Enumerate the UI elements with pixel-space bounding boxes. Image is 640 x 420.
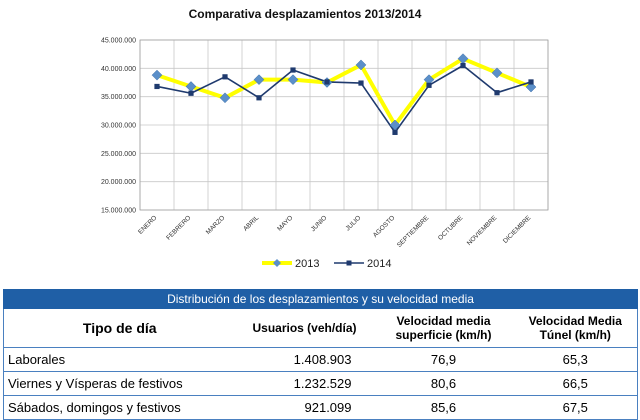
y-tick-label: 45.000.000	[101, 38, 136, 45]
table-caption-row: Distribución de los desplazamientos y su…	[2, 289, 639, 309]
x-tick-label: JULIO	[344, 214, 362, 232]
data-point-2014	[290, 67, 296, 73]
x-tick-labels: ENERO FEBRERO MARZO ABRIL MAYO JUNIO JULIO AGOS…	[137, 214, 533, 249]
data-point-2013	[491, 67, 503, 79]
y-tick-labels: 15.000.000 20.000.000 25.000.000 30.000.000…	[101, 38, 136, 215]
cell-velocidad-superficie: 76,9	[373, 347, 514, 372]
plot-frame	[139, 39, 549, 211]
y-tick-label: 40.000.000	[101, 66, 136, 73]
chart-title: Comparativa desplazamientos 2013/2014	[189, 7, 422, 21]
data-point-2014	[528, 79, 534, 85]
data-point-2014	[460, 62, 466, 69]
legend: 2013 2014	[262, 258, 391, 270]
x-tick-label: SEPTIEMBRE	[396, 214, 431, 249]
cell-tipo-dia: Viernes y Vísperas de festivos	[3, 371, 236, 396]
x-tick-label: NOVIEMBRE	[466, 214, 499, 247]
header-tipo-dia: Tipo de día	[3, 308, 236, 348]
table-row: Viernes y Vísperas de festivos 1.232.529…	[3, 371, 638, 396]
axes	[139, 39, 549, 211]
distribution-table: Distribución de los desplazamientos y su…	[2, 289, 639, 420]
x-tick-label: DICIEMBRE	[502, 214, 533, 245]
legend-label-2014: 2014	[367, 258, 391, 270]
cell-velocidad-superficie: 85,6	[373, 395, 514, 420]
data-point-2014	[256, 95, 262, 101]
cell-tipo-dia: Laborales	[3, 347, 236, 372]
data-point-2014	[222, 74, 228, 80]
cell-velocidad-tunel: 65,3	[513, 347, 638, 372]
x-tick-label: JUNIO	[310, 214, 329, 233]
legend-label-2013: 2013	[295, 258, 319, 270]
data-point-2014	[358, 80, 364, 86]
y-tick-label: 35.000.000	[101, 94, 136, 101]
x-tick-label: FEBRERO	[165, 214, 192, 241]
data-point-2014	[426, 82, 432, 88]
data-point-2014	[392, 129, 398, 135]
data-point-2013	[253, 74, 265, 86]
y-tick-label: 30.000.000	[101, 123, 136, 130]
data-point-2013	[355, 59, 367, 71]
legend-marker-2014	[346, 260, 352, 266]
line-chart: Comparativa desplazamientos 2013/2014 15…	[101, 7, 549, 270]
data-point-2014	[154, 83, 160, 90]
x-tick-label: OCTUBRE	[437, 214, 465, 242]
legend-marker-2013	[273, 259, 281, 267]
cell-usuarios: 1.232.529	[235, 371, 374, 396]
data-point-2013	[219, 92, 231, 104]
gridlines	[139, 39, 549, 211]
y-tick-label: 20.000.000	[101, 179, 136, 186]
cell-tipo-dia: Sábados, domingos y festivos	[3, 395, 236, 420]
series-lines	[151, 53, 537, 135]
data-point-2013	[185, 81, 197, 92]
cell-velocidad-tunel: 67,5	[513, 395, 638, 420]
y-tick-label: 25.000.000	[101, 151, 136, 158]
cell-usuarios: 1.408.903	[235, 347, 374, 372]
x-tick-label: MARZO	[205, 214, 227, 236]
cell-usuarios: 921.099	[235, 395, 374, 420]
table-header-row: Tipo de día Usuarios (veh/día) Velocidad…	[3, 308, 638, 348]
header-usuarios: Usuarios (veh/día)	[235, 308, 374, 348]
x-tick-label: ABRIL	[242, 214, 261, 233]
distribution-table-container: Distribución de los desplazamientos y su…	[2, 289, 639, 420]
chart-svg: Comparativa desplazamientos 2013/2014 15…	[101, 7, 549, 270]
data-point-2014	[324, 79, 330, 85]
table-row: Sábados, domingos y festivos 921.099 85,…	[3, 395, 638, 420]
data-point-2014	[188, 90, 194, 96]
series-line-2013	[156, 56, 532, 127]
cell-velocidad-superficie: 80,6	[373, 371, 514, 396]
data-point-2013	[287, 74, 299, 86]
y-tick-label: 15.000.000	[101, 208, 136, 215]
x-tick-label: MAYO	[276, 214, 294, 232]
x-tick-label: ENERO	[137, 214, 158, 235]
x-tick-label: AGOSTO	[372, 214, 397, 239]
series-line-2014	[156, 64, 532, 134]
table-row: Laborales 1.408.903 76,9 65,3	[3, 347, 638, 372]
header-velocidad-superficie: Velocidad media superficie (km/h)	[373, 308, 514, 348]
data-point-2014	[494, 90, 500, 96]
header-velocidad-tunel: Velocidad Media Túnel (km/h)	[513, 308, 638, 348]
cell-velocidad-tunel: 66,5	[513, 371, 638, 396]
table-caption: Distribución de los desplazamientos y su…	[2, 289, 639, 309]
data-point-2013	[151, 69, 163, 81]
